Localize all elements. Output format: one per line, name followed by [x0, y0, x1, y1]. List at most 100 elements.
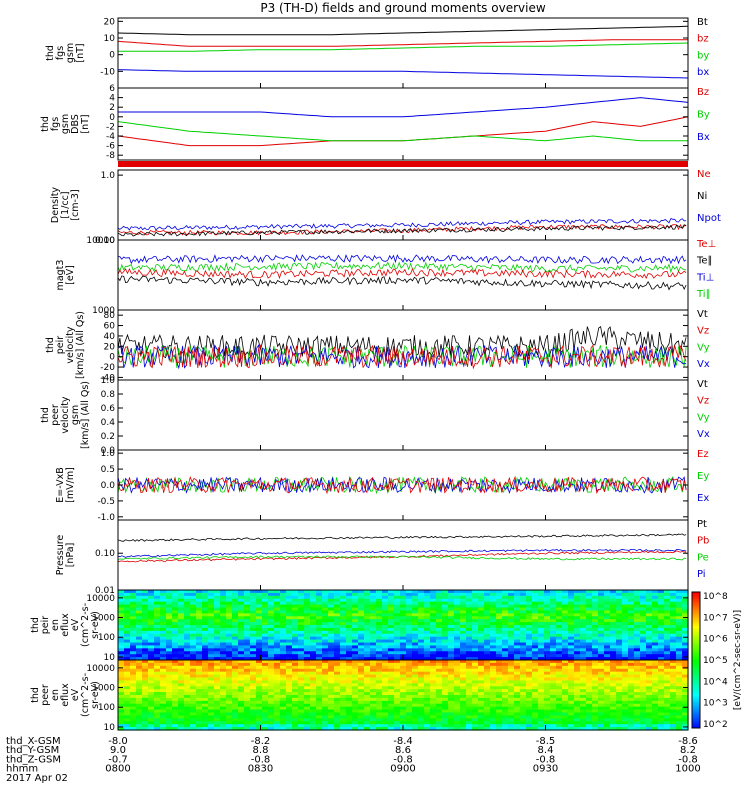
heatmap-cell — [544, 598, 551, 603]
ephemeris-value: 8.2 — [680, 745, 696, 756]
heatmap-cell — [370, 677, 377, 682]
heatmap-cell — [406, 660, 413, 664]
heatmap-cell — [454, 598, 461, 603]
heatmap-cell — [520, 703, 527, 708]
heatmap-cell — [160, 706, 167, 711]
heatmap-cell — [382, 590, 389, 594]
heatmap-cell — [316, 592, 323, 597]
heatmap-cell — [166, 706, 173, 711]
heatmap-cell — [298, 639, 305, 644]
heatmap-cell — [292, 724, 299, 728]
y-tick-label: 60 — [104, 322, 116, 332]
heatmap-cell — [286, 700, 293, 705]
heatmap-cell — [664, 665, 671, 670]
heatmap-cell — [658, 674, 665, 679]
heatmap-cell — [640, 697, 647, 702]
heatmap-cell — [190, 630, 197, 635]
heatmap-cell — [436, 651, 443, 655]
heatmap-cell — [298, 601, 305, 606]
heatmap-cell — [496, 639, 503, 644]
heatmap-cell — [406, 598, 413, 603]
heatmap-cell — [250, 654, 257, 658]
heatmap-cell — [502, 718, 509, 722]
y-tick-label: 100 — [98, 633, 115, 643]
heatmap-cell — [568, 703, 575, 708]
heatmap-cell — [160, 639, 167, 644]
legend-Bz: Bz — [697, 87, 709, 98]
heatmap-cell — [172, 695, 179, 699]
heatmap-cell — [322, 727, 329, 731]
heatmap-cell — [202, 671, 209, 676]
heatmap-cell — [442, 654, 449, 658]
heatmap-cell — [448, 645, 455, 649]
heatmap-cell — [154, 709, 161, 714]
heatmap-cell — [430, 660, 437, 664]
heatmap-cell — [172, 604, 179, 609]
heatmap-cell — [388, 695, 395, 699]
heatmap-cell — [472, 645, 479, 649]
heatmap-cell — [526, 592, 533, 597]
heatmap-cell — [562, 613, 569, 617]
heatmap-cell — [682, 671, 689, 676]
colorbar-segment — [692, 612, 700, 616]
heatmap-cell — [154, 645, 161, 649]
heatmap-cell — [178, 627, 185, 632]
heatmap-cell — [154, 648, 161, 652]
heatmap-cell — [208, 700, 215, 705]
heatmap-cell — [670, 680, 677, 684]
heatmap-cell — [370, 668, 377, 673]
heatmap-cell — [622, 715, 629, 719]
heatmap-cell — [418, 616, 425, 620]
heatmap-cell — [532, 627, 539, 632]
heatmap-cell — [640, 648, 647, 652]
heatmap-cell — [178, 642, 185, 647]
heatmap-cell — [448, 598, 455, 603]
heatmap-cell — [424, 645, 431, 649]
heatmap-cell — [166, 680, 173, 684]
heatmap-cell — [658, 590, 665, 594]
heatmap-cell — [418, 654, 425, 658]
heatmap-cell — [616, 677, 623, 682]
heatmap-cell — [298, 592, 305, 597]
heatmap-cell — [436, 677, 443, 682]
heatmap-cell — [184, 590, 191, 594]
heatmap-cell — [520, 657, 527, 661]
heatmap-cell — [418, 718, 425, 722]
heatmap-cell — [130, 683, 137, 687]
heatmap-cell — [556, 692, 563, 696]
heatmap-cell — [412, 718, 419, 722]
heatmap-cell — [676, 610, 683, 614]
heatmap-cell — [448, 627, 455, 632]
heatmap-cell — [172, 721, 179, 725]
heatmap-cell — [484, 607, 491, 612]
heatmap-cell — [250, 692, 257, 696]
heatmap-cell — [526, 692, 533, 696]
heatmap-cell — [508, 683, 515, 687]
heatmap-cell — [520, 689, 527, 693]
heatmap-cell — [430, 633, 437, 638]
heatmap-cell — [346, 706, 353, 711]
heatmap-cell — [472, 657, 479, 661]
heatmap-cell — [580, 639, 587, 644]
heatmap-cell — [232, 724, 239, 728]
heatmap-cell — [382, 700, 389, 705]
heatmap-cell — [664, 604, 671, 609]
legend-By: By — [697, 110, 710, 121]
heatmap-cell — [370, 645, 377, 649]
heatmap-cell — [322, 636, 329, 641]
heatmap-cell — [262, 601, 269, 606]
heatmap-cell — [652, 616, 659, 620]
heatmap-cell — [586, 613, 593, 617]
heatmap-cell — [550, 654, 557, 658]
heatmap-cell — [352, 662, 359, 667]
heatmap-cell — [208, 695, 215, 699]
heatmap-cell — [580, 619, 587, 623]
heatmap-cell — [376, 590, 383, 594]
heatmap-cell — [592, 689, 599, 693]
heatmap-cell — [244, 689, 251, 693]
heatmap-cell — [502, 715, 509, 719]
heatmap-cell — [154, 695, 161, 699]
heatmap-cell — [388, 686, 395, 690]
heatmap-cell — [592, 636, 599, 641]
heatmap-cell — [298, 595, 305, 600]
